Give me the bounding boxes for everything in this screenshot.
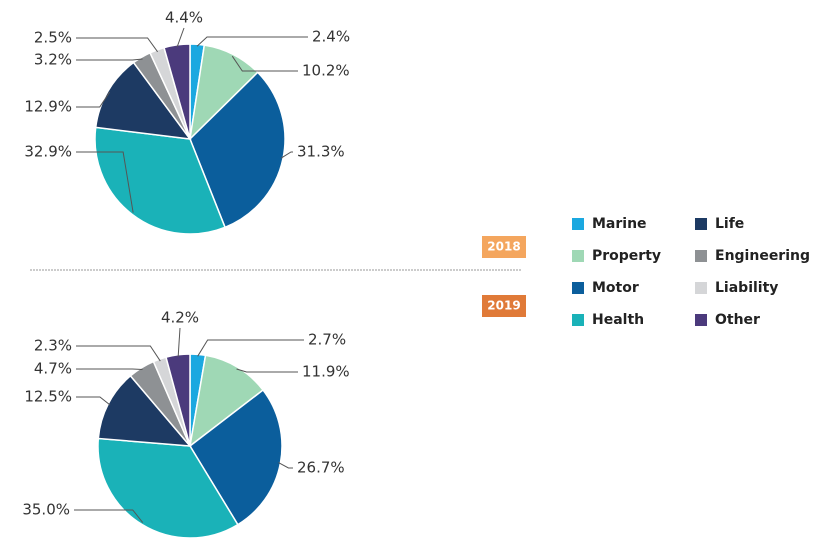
data-label: 4.4% (165, 9, 203, 27)
pie-slice (189, 389, 283, 526)
leader-line (278, 462, 293, 469)
badge-2019 (482, 295, 526, 317)
legend-swatch (572, 218, 584, 230)
legend-swatch (695, 314, 707, 326)
legend-label: Property (592, 248, 661, 264)
year-badge: 2019 (487, 299, 520, 313)
legend-label: Life (715, 216, 744, 232)
legend-label: Motor (592, 280, 639, 296)
data-label: 26.7% (297, 459, 345, 477)
pie-slice (163, 43, 191, 140)
legend-swatch (695, 250, 707, 262)
data-label: 11.9% (302, 363, 350, 381)
leader-line (76, 151, 134, 213)
badge-2018 (482, 236, 526, 258)
data-label: 2.3% (34, 337, 72, 355)
leader-line (280, 151, 293, 159)
pie-slice (189, 71, 286, 229)
legend-swatch (572, 314, 584, 326)
data-label: 3.2% (34, 51, 72, 69)
data-label: 32.9% (24, 143, 72, 161)
data-label: 12.5% (24, 388, 72, 406)
leader-line (74, 509, 144, 523)
leader-line (177, 327, 181, 357)
legend-label: Health (592, 312, 644, 328)
data-label: 2.4% (312, 28, 350, 46)
leader-line (231, 55, 298, 72)
leader-line (196, 36, 308, 47)
data-label: 31.3% (297, 143, 345, 161)
leader-line (236, 368, 298, 373)
pie-slice (188, 354, 265, 448)
leader-line (76, 91, 111, 108)
data-label: 2.5% (34, 29, 72, 47)
leader-line (76, 396, 111, 406)
data-label: 4.2% (161, 309, 199, 327)
legend-label: Other (715, 312, 760, 328)
leader-line (176, 27, 185, 48)
leader-line (76, 345, 161, 362)
data-label: 10.2% (302, 62, 350, 80)
data-label: 35.0% (22, 501, 70, 519)
leader-line (76, 368, 143, 371)
legend-label: Marine (592, 216, 647, 232)
data-label: 4.7% (34, 360, 72, 378)
legend-swatch (572, 250, 584, 262)
pie-slice (94, 61, 192, 140)
legend-swatch (695, 282, 707, 294)
leader-line (197, 339, 304, 357)
year-badge: 2018 (487, 240, 520, 254)
data-label: 12.9% (24, 98, 72, 116)
pie-slice (94, 126, 227, 235)
data-label: 2.7% (308, 331, 346, 349)
pie-slice (97, 437, 239, 539)
legend-swatch (572, 282, 584, 294)
legend-swatch (695, 218, 707, 230)
leader-line (76, 37, 159, 53)
legend-label: Liability (715, 280, 778, 296)
legend-label: Engineering (715, 248, 810, 264)
leader-line (76, 58, 143, 61)
